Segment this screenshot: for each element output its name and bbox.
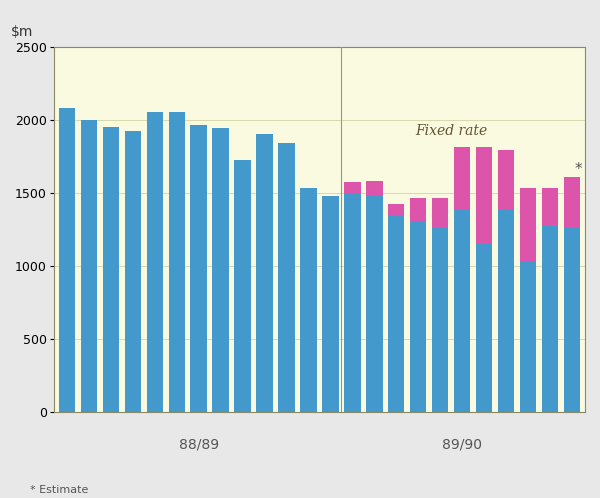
Bar	[388, 216, 404, 411]
Bar	[81, 120, 97, 411]
Bar	[563, 228, 580, 411]
Bar	[410, 222, 427, 411]
Text: * Estimate: * Estimate	[30, 485, 88, 495]
Bar	[498, 209, 514, 411]
Bar	[432, 228, 448, 411]
Bar	[235, 160, 251, 411]
Bar	[190, 125, 207, 411]
Bar	[476, 244, 492, 411]
Bar	[322, 196, 338, 411]
Bar	[103, 127, 119, 411]
Bar	[344, 193, 361, 411]
Bar	[344, 182, 361, 193]
Bar	[388, 204, 404, 216]
Bar	[542, 226, 558, 411]
Bar	[454, 210, 470, 411]
Bar	[256, 134, 273, 411]
Bar	[520, 188, 536, 261]
Text: Fixed rate: Fixed rate	[415, 124, 487, 138]
Bar	[542, 188, 558, 226]
Text: 88/89: 88/89	[179, 438, 219, 452]
Bar	[300, 188, 317, 411]
Bar	[410, 198, 427, 222]
Bar	[278, 143, 295, 411]
Bar	[366, 196, 383, 411]
Bar	[520, 261, 536, 411]
Text: 89/90: 89/90	[442, 438, 482, 452]
Bar	[212, 128, 229, 411]
Bar	[476, 147, 492, 244]
Bar	[59, 108, 75, 411]
Bar	[498, 150, 514, 209]
Text: $m: $m	[11, 25, 34, 39]
Bar	[432, 198, 448, 228]
Bar	[146, 113, 163, 411]
Bar	[563, 176, 580, 228]
Bar	[169, 113, 185, 411]
Text: *: *	[575, 162, 582, 177]
Bar	[454, 147, 470, 210]
Bar	[125, 131, 141, 411]
Bar	[366, 181, 383, 196]
